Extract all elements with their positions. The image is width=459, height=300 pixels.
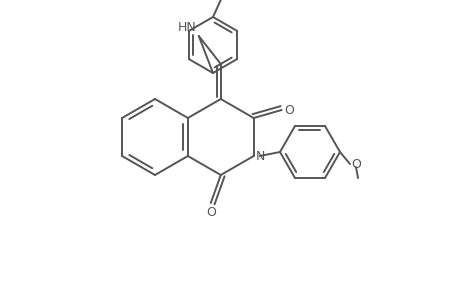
Text: N: N [255,149,264,163]
Text: O: O [350,158,360,170]
Text: O: O [284,103,294,116]
Text: HN: HN [178,21,196,34]
Text: O: O [205,206,215,219]
